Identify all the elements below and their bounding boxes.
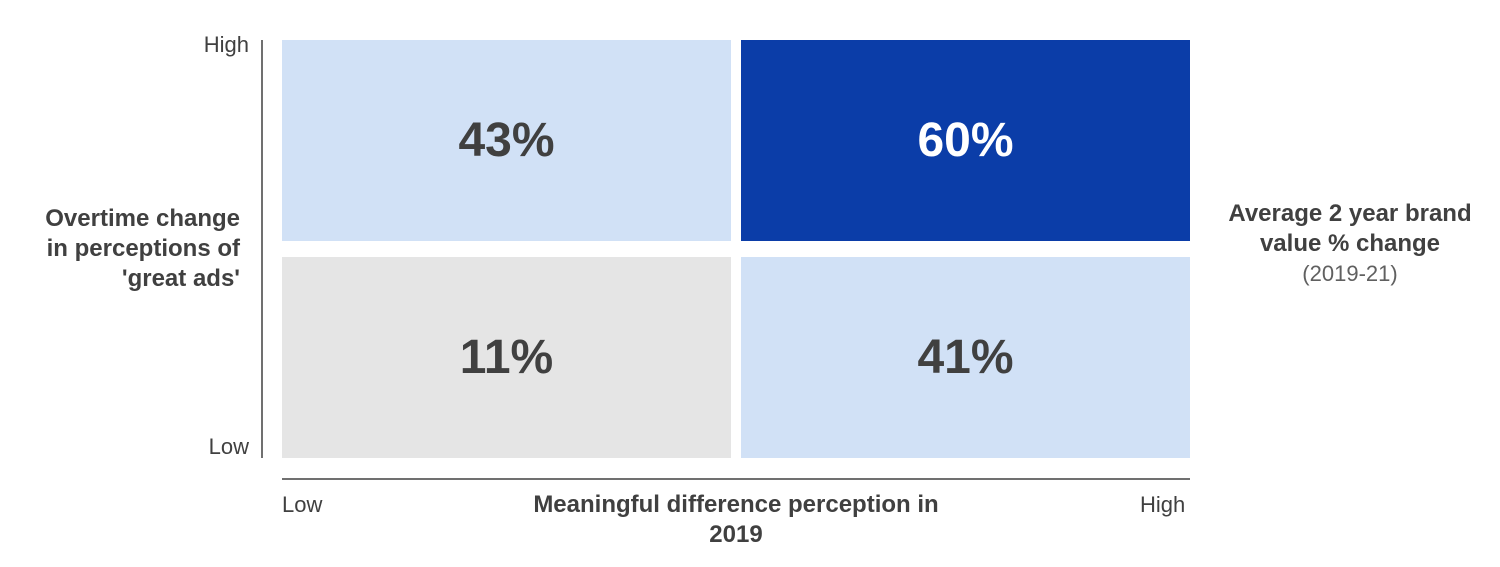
quadrant-value: 60% [917, 113, 1013, 168]
right-caption-title: Average 2 year brand value % change [1210, 199, 1490, 259]
right-caption-sub: (2019-21) [1210, 261, 1490, 287]
right-caption-line: value % change [1260, 230, 1440, 257]
chart-stage: Overtime change in perceptions of 'great… [0, 0, 1500, 567]
quadrant-bottom-left: 11% [282, 257, 731, 458]
x-axis-title-line: Meaningful difference perception in [533, 491, 938, 518]
y-axis-line [261, 40, 263, 458]
quadrant-grid: 43% 60% 11% 41% [282, 40, 1190, 458]
x-axis-line [282, 478, 1190, 480]
y-axis-title-line: Overtime change [45, 205, 240, 232]
quadrant-value: 11% [460, 330, 553, 385]
y-axis-title-line: in perceptions of [47, 235, 240, 262]
quadrant-value: 43% [458, 113, 554, 168]
right-caption-line: Average 2 year brand [1228, 200, 1471, 227]
quadrant-top-left: 43% [282, 40, 731, 241]
x-tick-low: Low [282, 492, 322, 518]
y-tick-high: High [204, 32, 249, 58]
quadrant-value: 41% [917, 330, 1013, 385]
quadrant-top-right: 60% [741, 40, 1190, 241]
x-axis-title: Meaningful difference perception in 2019 [486, 490, 986, 550]
quadrant-bottom-right: 41% [741, 257, 1190, 458]
y-tick-low: Low [209, 434, 249, 460]
y-axis-title-line: 'great ads' [122, 265, 240, 292]
x-tick-high: High [1140, 492, 1185, 518]
x-axis-title-line: 2019 [709, 521, 762, 548]
y-axis-title: Overtime change in perceptions of 'great… [10, 204, 240, 294]
